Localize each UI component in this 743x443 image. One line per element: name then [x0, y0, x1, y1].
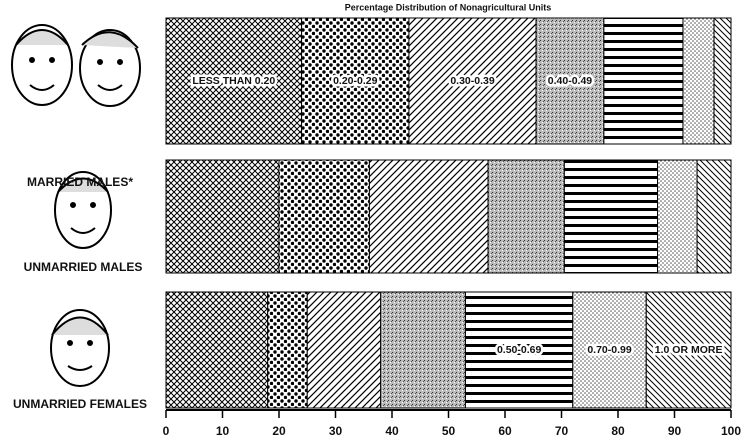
- bar-segment: [697, 160, 731, 273]
- legend-label: 0.50-0.69: [497, 344, 542, 356]
- bar-segment: [279, 160, 369, 273]
- legend-label: LESS THAN 0.20: [192, 75, 275, 87]
- x-tick-label: 50: [442, 424, 456, 438]
- bar-segment: [166, 160, 279, 273]
- bar-segment: [268, 292, 308, 408]
- x-tick-label: 70: [555, 424, 569, 438]
- chart: Percentage Distribution of Nonagricultur…: [0, 0, 743, 443]
- chart-title: Percentage Distribution of Nonagricultur…: [345, 2, 552, 12]
- row-label: UNMARRIED MALES: [24, 260, 143, 274]
- bar-segment: [658, 160, 698, 273]
- x-tick-label: 90: [668, 424, 682, 438]
- bar-segment: [307, 292, 380, 408]
- x-tick-label: 30: [329, 424, 343, 438]
- bar-segment: [166, 292, 268, 408]
- bar-segment: [564, 160, 657, 273]
- face-icons: [12, 25, 140, 386]
- bar-segment: [369, 160, 488, 273]
- x-tick-label: 100: [721, 424, 741, 438]
- bar-segment: [381, 292, 466, 408]
- legend-label: 0.30-0.39: [450, 75, 495, 87]
- bar-segment: [488, 160, 564, 273]
- legend-label: 0.20-0.29: [333, 75, 378, 87]
- legend-label: 0.40-0.49: [548, 75, 593, 87]
- bar-segment: [714, 18, 731, 144]
- x-tick-label: 20: [272, 424, 286, 438]
- bar-segment: [604, 18, 683, 144]
- legend-label: 0.70-0.99: [587, 344, 632, 356]
- x-tick-label: 80: [611, 424, 625, 438]
- x-tick-label: 60: [498, 424, 512, 438]
- x-tick-label: 0: [163, 424, 170, 438]
- x-tick-label: 40: [385, 424, 399, 438]
- bar-segment: [683, 18, 714, 144]
- legend-label: 1.0 OR MORE: [655, 344, 723, 356]
- row-label: MARRIED MALES*: [27, 175, 133, 189]
- x-tick-label: 10: [216, 424, 230, 438]
- row-label: UNMARRIED FEMALES: [13, 397, 147, 411]
